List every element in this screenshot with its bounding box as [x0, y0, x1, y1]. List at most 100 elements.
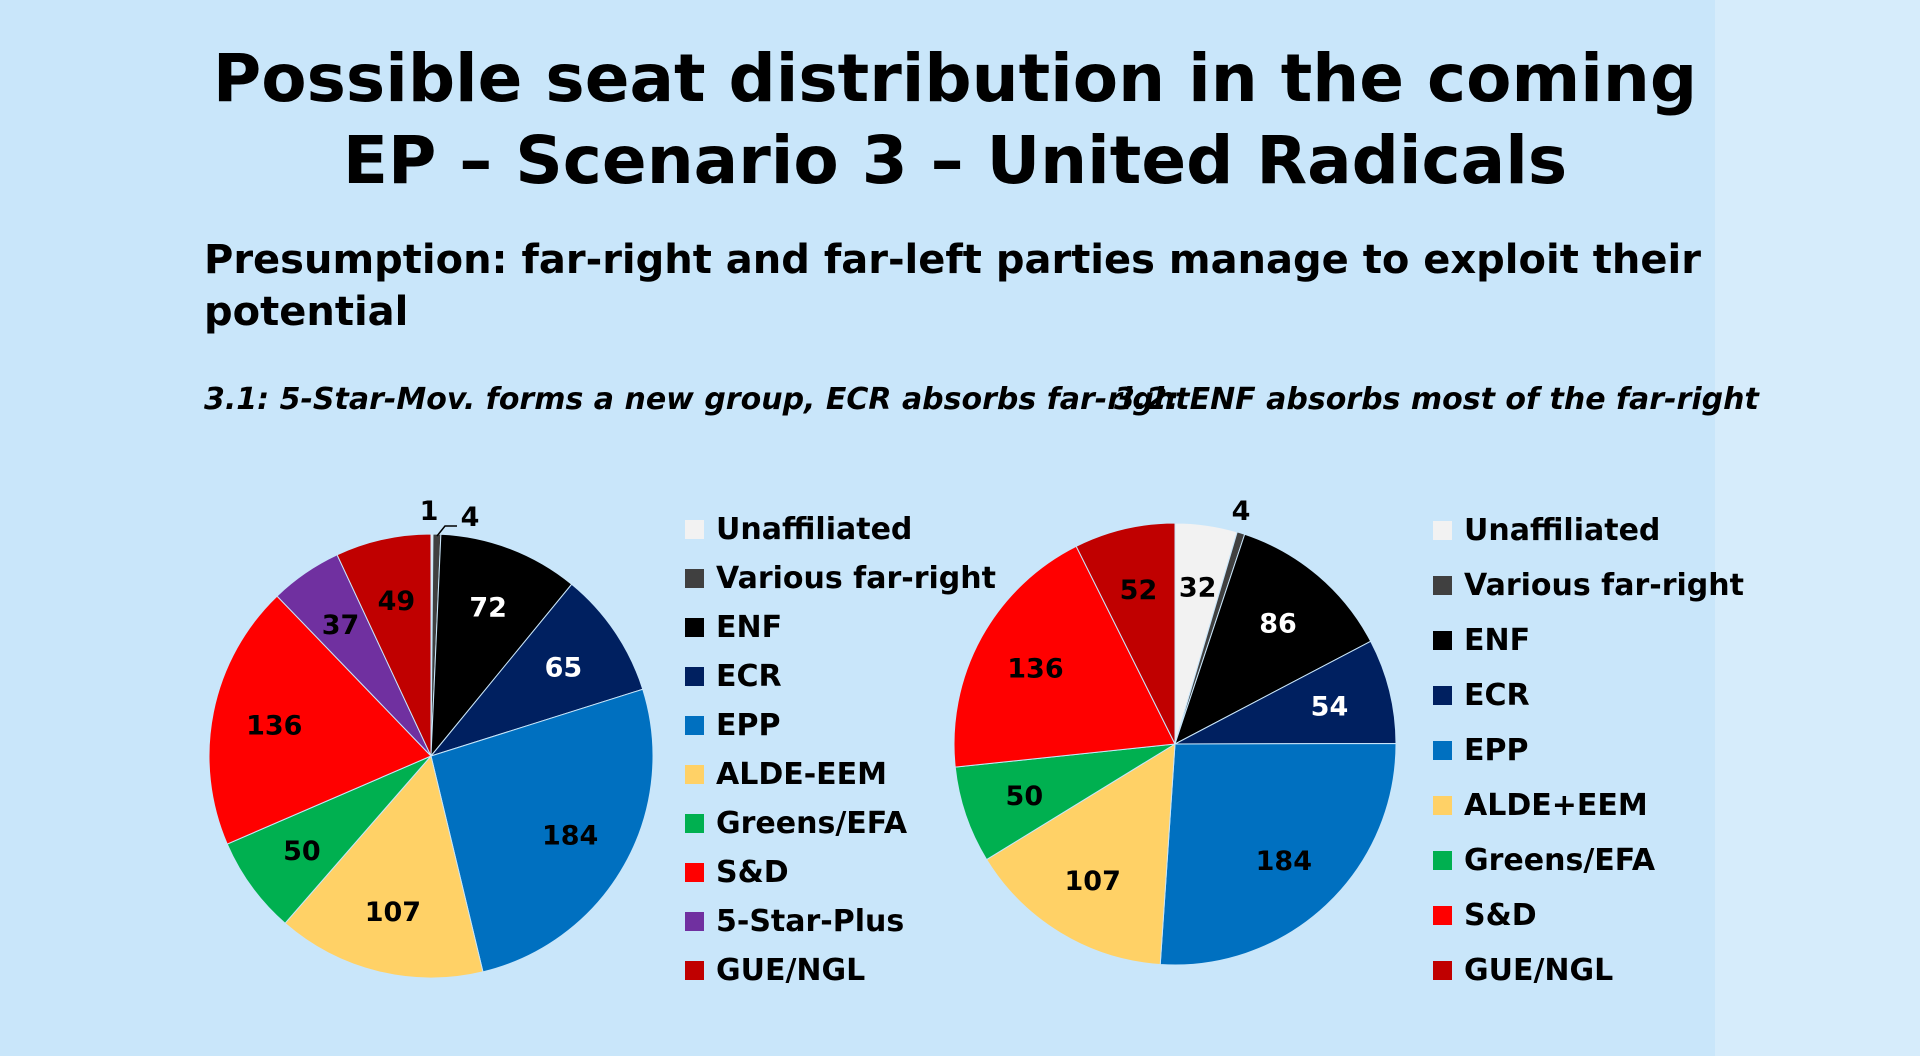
legend-item-ecr: ECR [1433, 668, 1744, 723]
data-label-enf: 86 [1259, 609, 1297, 640]
legend-label: ENF [716, 610, 783, 645]
legend-item-epp: EPP [685, 701, 996, 750]
legend-item-various-far-right: Various far-right [1433, 558, 1744, 613]
chart-2-title: 3.2: ENF absorbs most of the far-right [1114, 382, 1759, 417]
legend-item-greens-efa: Greens/EFA [685, 799, 996, 848]
legend-swatch [1433, 961, 1452, 980]
data-label-enf: 72 [469, 593, 507, 624]
pie-chart-1: 1 4 72 65 184 107 50 136 37 49 [208, 496, 654, 979]
legend-item-greens-efa: Greens/EFA [1433, 833, 1744, 888]
legend-item-enf: ENF [1433, 613, 1744, 668]
data-label-unaffiliated: 1 [420, 496, 439, 527]
pie-slice-s-d [208, 595, 432, 845]
legend-swatch [1433, 576, 1452, 595]
legend-swatch [685, 569, 704, 588]
legend-item-epp: EPP [1433, 723, 1744, 778]
legend-item-unaffiliated: Unaffiliated [685, 505, 996, 554]
legend-swatch [1433, 796, 1452, 815]
data-label-alde-eem: 107 [1065, 866, 1121, 897]
legend-label: ALDE-EEM [716, 757, 888, 792]
legend-swatch [685, 863, 704, 882]
data-label-gue-ngl: 52 [1120, 575, 1158, 606]
legend-swatch [1433, 851, 1452, 870]
title-line-2: EP – Scenario 3 – United Radicals [342, 122, 1568, 199]
legend-item-5-star-plus: 5-Star-Plus [685, 897, 996, 946]
chart-1-legend: Unaffiliated Various far-right ENF ECR EPP AL… [685, 505, 996, 995]
pie-slice-enf [1174, 533, 1372, 746]
data-label-ecr: 65 [545, 652, 583, 683]
data-label-s-d: 136 [246, 711, 302, 742]
data-label-5-star-plus: 37 [322, 610, 360, 641]
data-label-s-d: 136 [1007, 654, 1063, 685]
data-label-ecr: 54 [1311, 692, 1349, 723]
legend-item-gue-ngl: GUE/NGL [1433, 943, 1744, 998]
legend-label: EPP [716, 708, 781, 743]
data-label-greens-efa: 50 [283, 836, 321, 867]
data-label-gue-ngl: 49 [378, 586, 416, 617]
pie-slice-epp [1159, 743, 1397, 966]
pie-slice-alde-eem [284, 754, 484, 979]
legend-swatch [685, 667, 704, 686]
legend-swatch [685, 520, 704, 539]
legend-item-alde-eem: ALDE+EEM [1433, 778, 1744, 833]
chart-1-title: 3.1: 5-Star-Mov. forms a new group, ECR … [204, 382, 1190, 417]
legend-label: Various far-right [1464, 568, 1744, 603]
legend-swatch [1433, 906, 1452, 925]
pie-slice-epp [430, 688, 654, 973]
legend-item-enf: ENF [685, 603, 996, 652]
legend-label: ALDE+EEM [1464, 788, 1648, 823]
background-stripe [1715, 0, 1920, 1056]
data-label-greens-efa: 50 [1006, 781, 1044, 812]
legend-swatch [1433, 686, 1452, 705]
legend-label: GUE/NGL [1464, 953, 1614, 988]
pie-slice-ecr [1174, 640, 1397, 745]
legend-label: Unaffiliated [1464, 513, 1661, 548]
legend-label: 5-Star-Plus [716, 904, 905, 939]
legend-label: S&D [716, 855, 789, 890]
pie-slice-enf [430, 533, 573, 758]
pie-chart-2: 32 4 86 54 184 107 50 136 52 [953, 496, 1397, 966]
legend-swatch [685, 618, 704, 637]
legend-swatch [1433, 741, 1452, 760]
legend-item-s-d: S&D [685, 848, 996, 897]
legend-item-various-far-right: Various far-right [685, 554, 996, 603]
pie-slice-s-d [953, 545, 1176, 768]
legend-swatch [685, 961, 704, 980]
data-label-various-far-right: 4 [1232, 496, 1251, 527]
pie-slice-gue-ngl [336, 533, 432, 757]
legend-swatch [1433, 631, 1452, 650]
page-title: Possible seat distribution in the coming… [0, 38, 1910, 202]
legend-label: ECR [1464, 678, 1530, 713]
legend-label: Greens/EFA [716, 806, 908, 841]
legend-swatch [685, 912, 704, 931]
legend-label: Greens/EFA [1464, 843, 1656, 878]
legend-item-s-d: S&D [1433, 888, 1744, 943]
legend-swatch [685, 716, 704, 735]
legend-swatch [1433, 521, 1452, 540]
legend-item-unaffiliated: Unaffiliated [1433, 503, 1744, 558]
data-label-various-far-right: 4 [461, 502, 480, 533]
legend-swatch [685, 765, 704, 784]
data-label-alde-eem: 107 [365, 897, 421, 928]
pie-slice-gue-ngl [1075, 522, 1176, 745]
pie-slice-ecr [429, 583, 644, 757]
chart-2-legend: Unaffiliated Various far-right ENF ECR EPP AL… [1433, 503, 1744, 998]
legend-item-alde-eem: ALDE-EEM [685, 750, 996, 799]
title-line-1: Possible seat distribution in the coming [212, 40, 1698, 117]
data-label-unaffiliated: 32 [1179, 572, 1217, 603]
legend-item-ecr: ECR [685, 652, 996, 701]
leader-line [436, 525, 457, 537]
pie-slice-alde-eem [985, 743, 1176, 966]
legend-label: ECR [716, 659, 782, 694]
legend-label: Unaffiliated [716, 512, 913, 547]
legend-label: S&D [1464, 898, 1537, 933]
legend-item-gue-ngl: GUE/NGL [685, 946, 996, 995]
legend-swatch [685, 814, 704, 833]
legend-label: EPP [1464, 733, 1529, 768]
subtitle: Presumption: far-right and far-left part… [204, 237, 1701, 335]
legend-label: ENF [1464, 623, 1531, 658]
data-label-epp: 184 [542, 821, 598, 852]
legend-label: GUE/NGL [716, 953, 866, 988]
data-label-epp: 184 [1256, 846, 1312, 877]
